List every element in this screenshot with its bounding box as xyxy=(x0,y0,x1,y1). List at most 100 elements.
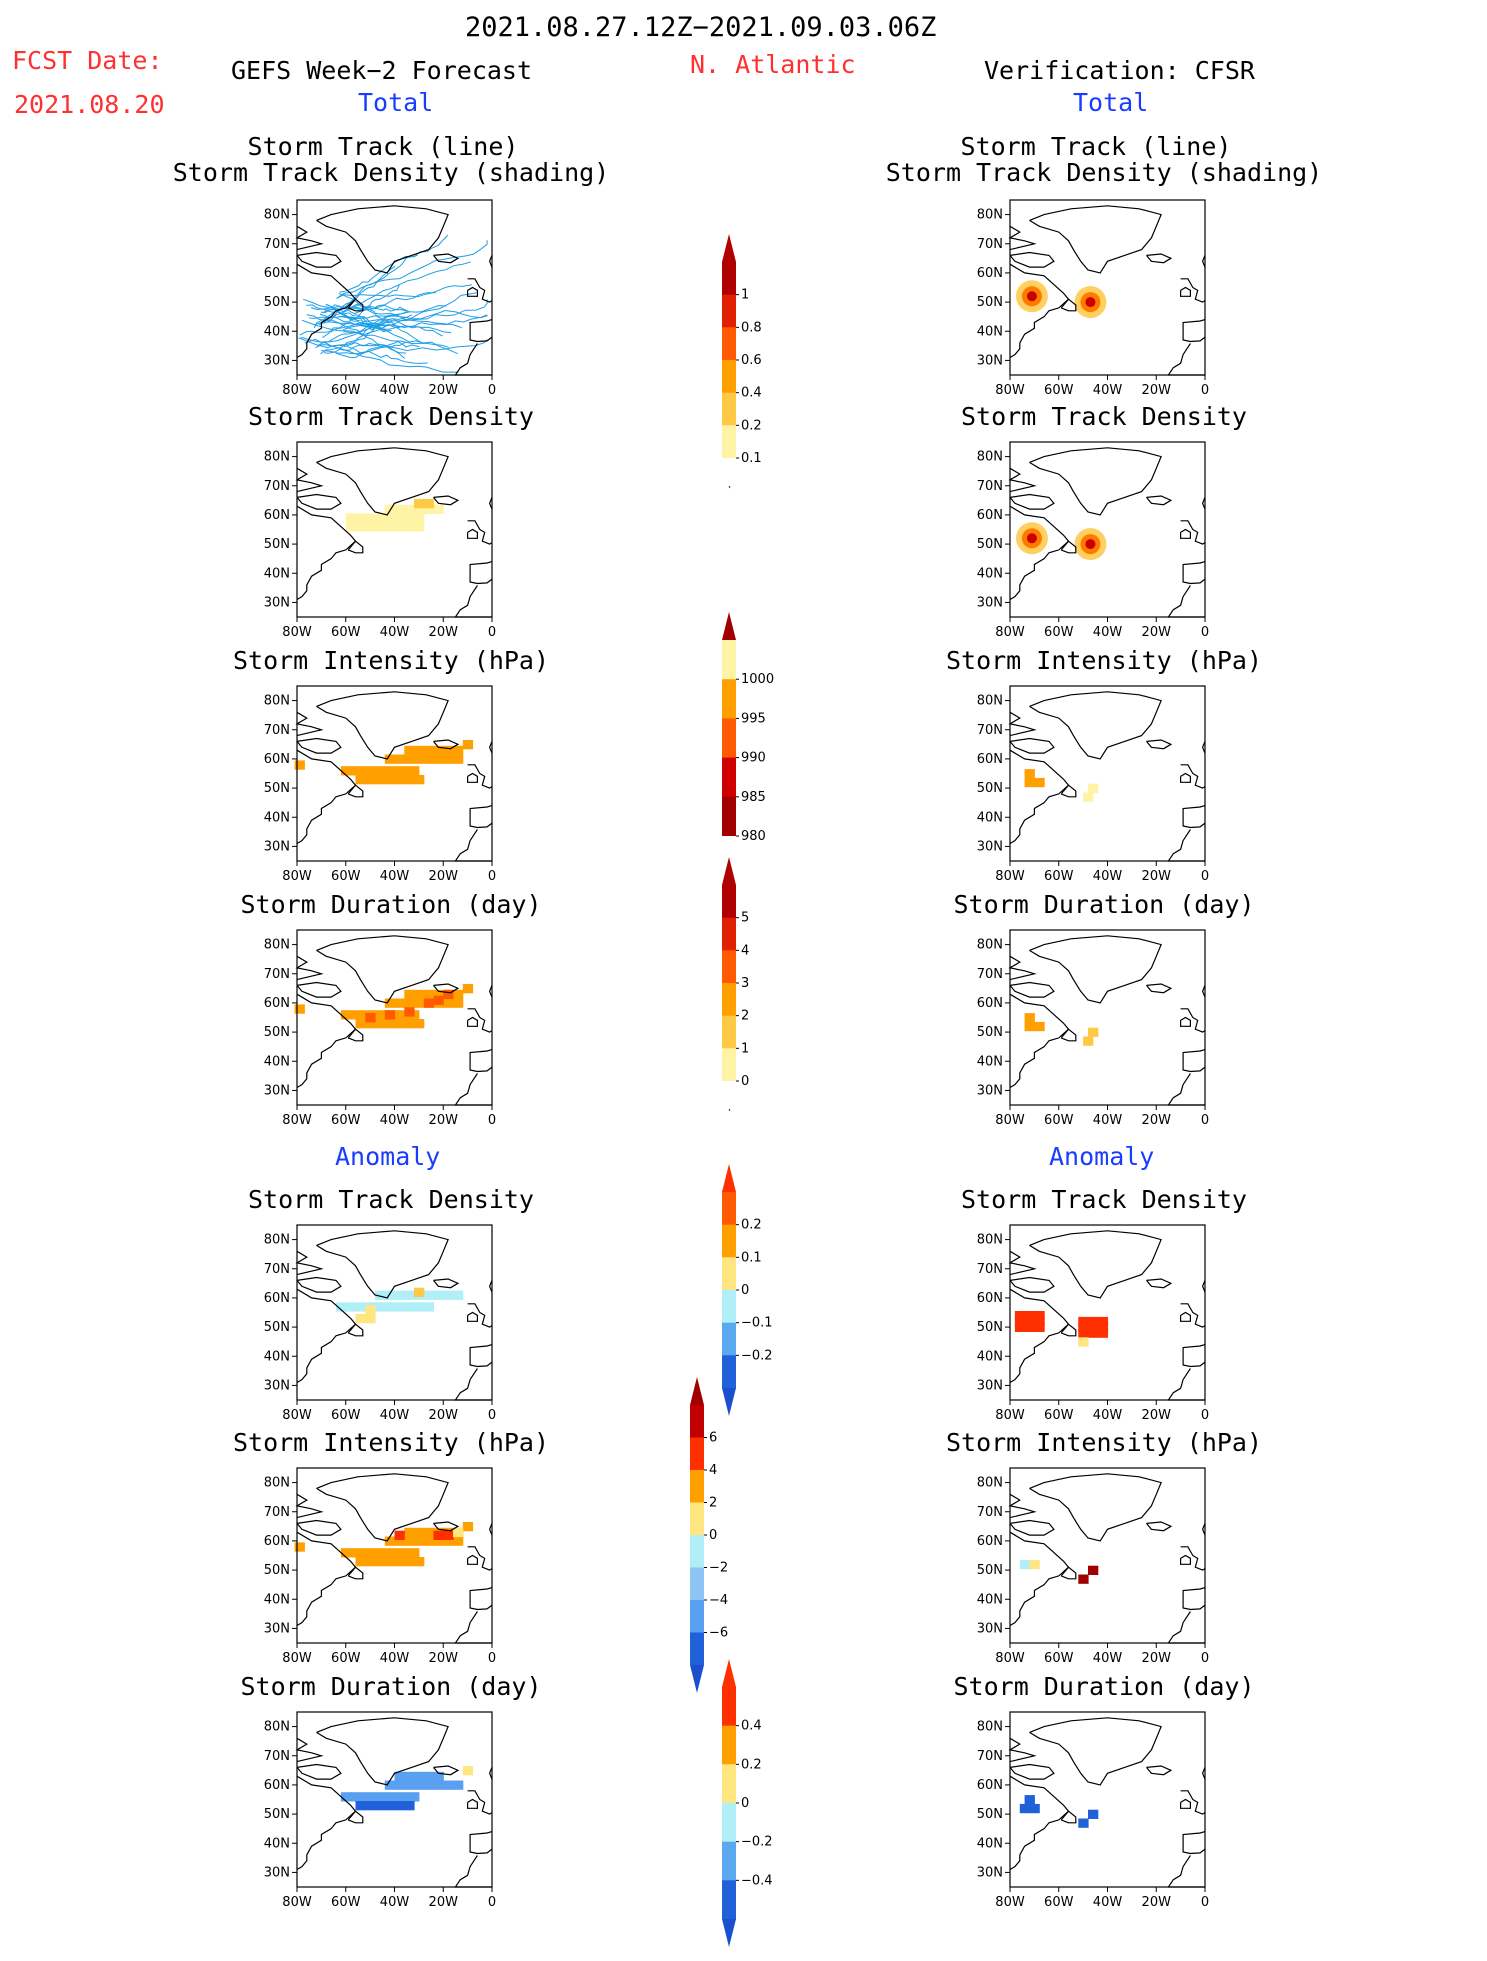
colorbar-swatch xyxy=(722,1880,736,1920)
colorbar-label: 2 xyxy=(741,1009,749,1024)
colorbar-label: 4 xyxy=(741,943,749,958)
lat-tick-label: 60N xyxy=(977,1778,1003,1793)
grid-cell xyxy=(404,1302,415,1312)
grid-cell xyxy=(462,740,474,750)
grid-cell xyxy=(443,1290,454,1300)
grid-cell xyxy=(404,522,415,532)
colorbar-label: 980 xyxy=(741,829,766,844)
lon-tick-label: 80W xyxy=(282,869,312,884)
grid-cell xyxy=(384,522,396,532)
colorbar-swatch xyxy=(722,917,736,951)
grid-cell xyxy=(350,1548,361,1558)
grid-cell xyxy=(1024,1316,1035,1327)
right-title: Verification: CFSR xyxy=(984,56,1255,85)
grid-cell xyxy=(394,1557,405,1567)
right-p4-title: Storm Duration (day) xyxy=(953,890,1255,919)
lat-tick-label: 80N xyxy=(264,450,290,465)
grid-cell xyxy=(404,1557,415,1567)
coastlines xyxy=(1008,935,1206,1106)
lon-tick-label: 40W xyxy=(380,625,410,640)
grid-cell xyxy=(370,1792,381,1802)
lat-tick-label: 50N xyxy=(264,295,290,310)
colorbar-label: 0 xyxy=(709,1528,717,1543)
grid-cell xyxy=(365,513,376,523)
grid-cell xyxy=(414,1019,425,1029)
lat-tick-label: 50N xyxy=(264,1807,290,1822)
colorbar-swatch xyxy=(690,1470,704,1503)
lat-tick-label: 40N xyxy=(264,1054,290,1069)
grid-cell xyxy=(384,1780,396,1790)
grid-cell xyxy=(443,1530,454,1540)
right-p6-title: Storm Intensity (hPa) xyxy=(945,1428,1263,1457)
coastlines xyxy=(1008,1717,1206,1888)
grid-cell xyxy=(336,1302,347,1312)
grid-cell xyxy=(394,1771,405,1782)
grid-cell xyxy=(1024,1021,1035,1032)
colorbar-label: −4 xyxy=(709,1593,728,1608)
colorbar-swatch xyxy=(722,885,736,919)
grid-cell xyxy=(414,1302,425,1312)
fcst-date: 2021.08.20 xyxy=(14,90,165,119)
left-p3-title: Storm Intensity (hPa) xyxy=(232,646,550,675)
gefs-duranom-map: 80N 70N 60N 50N 40N 30N 80W 60W 40W 20W 0 xyxy=(264,1711,496,1910)
lon-tick-label: 80W xyxy=(282,383,312,398)
grid-cell xyxy=(1024,1013,1035,1023)
lat-tick-label: 60N xyxy=(264,1778,290,1793)
lon-tick-label: 40W xyxy=(1093,383,1123,398)
grid-cell xyxy=(365,1013,376,1023)
lon-tick-label: 40W xyxy=(1093,869,1123,884)
colorbar-swatch xyxy=(722,392,736,426)
grid-cell xyxy=(375,1290,386,1300)
colorbar-swatch xyxy=(722,1725,736,1765)
grid-cell xyxy=(1078,1322,1089,1332)
coastlines xyxy=(295,1473,493,1644)
grid-cell xyxy=(1034,1021,1045,1032)
grid-cell xyxy=(1024,777,1035,788)
lon-tick-label: 20W xyxy=(1142,1895,1172,1910)
colorbar-label: 990 xyxy=(741,751,766,766)
grid-cell xyxy=(453,745,464,756)
lat-tick-label: 80N xyxy=(977,208,1003,223)
grid-cell xyxy=(1034,1322,1045,1332)
grid-cell xyxy=(1088,1027,1099,1037)
grid-cell xyxy=(365,1019,376,1029)
colorbar-label: 5 xyxy=(741,911,749,926)
colorbar-swatch xyxy=(722,360,736,394)
colorbar-swatch xyxy=(722,1224,736,1258)
grid-cell xyxy=(294,1542,305,1552)
colorbar-swatch xyxy=(722,1764,736,1804)
lat-tick-label: 40N xyxy=(977,810,1003,825)
lon-tick-label: 0 xyxy=(1201,869,1209,884)
grid-cell xyxy=(384,1536,396,1546)
lat-tick-label: 80N xyxy=(264,1476,290,1491)
colorbar-label: 1 xyxy=(741,1041,749,1056)
grid-cell xyxy=(384,754,396,764)
left-p4-title: Storm Duration (day) xyxy=(240,890,542,919)
lat-tick-label: 30N xyxy=(977,1865,1003,1880)
lon-tick-label: 20W xyxy=(1142,1651,1172,1666)
lon-tick-label: 60W xyxy=(331,1651,361,1666)
grid-cell xyxy=(404,513,415,523)
colorbar-swatch xyxy=(722,1355,736,1389)
lat-tick-label: 40N xyxy=(264,566,290,581)
lon-tick-label: 60W xyxy=(331,1113,361,1128)
grid-cell xyxy=(399,1548,410,1558)
lat-tick-label: 80N xyxy=(977,1720,1003,1735)
lat-tick-label: 80N xyxy=(264,1233,290,1248)
grid-cell xyxy=(1019,1803,1031,1814)
lon-tick-label: 80W xyxy=(995,1408,1025,1423)
grid-cell xyxy=(423,998,435,1008)
grid-cell xyxy=(433,1290,444,1300)
grid-cell xyxy=(1014,1322,1026,1332)
lat-tick-label: 80N xyxy=(977,450,1003,465)
grid-cell xyxy=(423,1302,435,1312)
grid-cell xyxy=(1078,1574,1089,1584)
left-p1-title-a: Storm Track (line) xyxy=(247,132,519,161)
lon-tick-label: 80W xyxy=(282,1113,312,1128)
lat-tick-label: 40N xyxy=(977,1592,1003,1607)
grid-cell xyxy=(423,1771,435,1782)
grid-cell xyxy=(399,1792,410,1802)
cfsr-intensity-map: 80N 70N 60N 50N 40N 30N 80W 60W 40W 20W 0 xyxy=(977,685,1209,884)
lon-tick-label: 40W xyxy=(380,1895,410,1910)
colorbar-label: 6 xyxy=(709,1431,717,1446)
